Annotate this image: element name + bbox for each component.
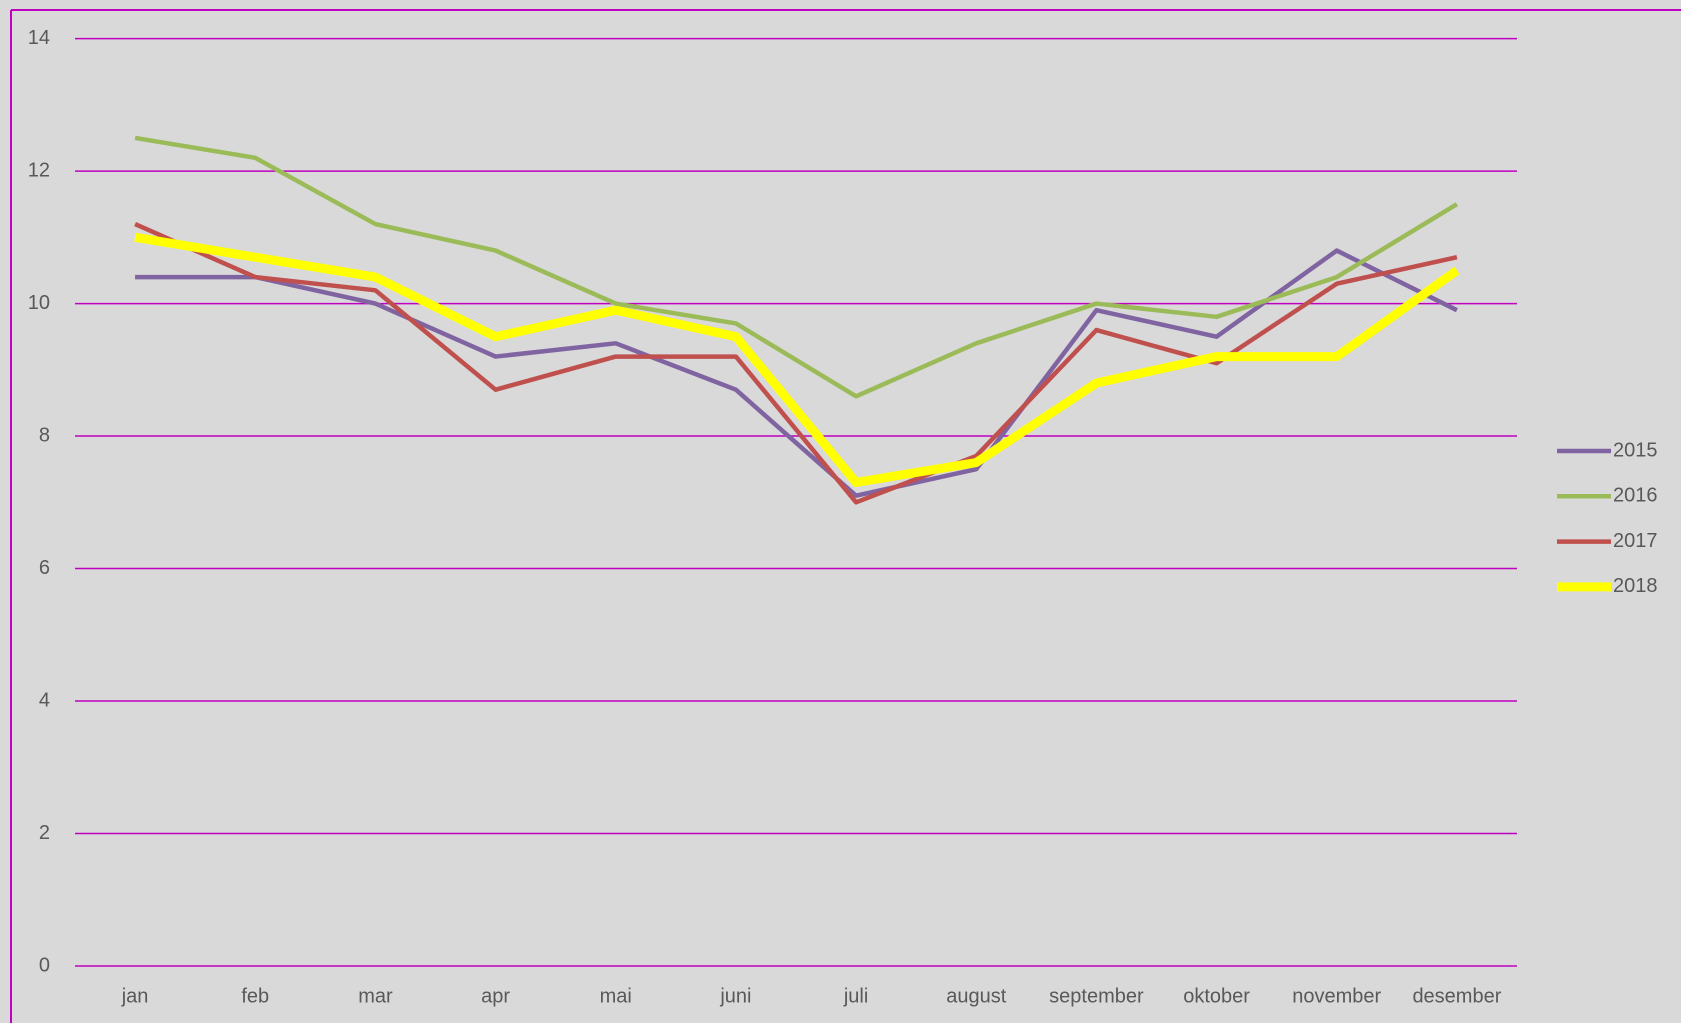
x-tick-label: mai <box>600 985 632 1007</box>
y-tick-label: 4 <box>39 689 50 711</box>
y-tick-label: 0 <box>39 954 50 976</box>
x-tick-label: mar <box>358 985 393 1007</box>
y-tick-label: 2 <box>39 822 50 844</box>
x-tick-label: september <box>1049 985 1144 1007</box>
series-line <box>135 248 1458 498</box>
x-tick-label: november <box>1292 985 1381 1007</box>
x-tick-label: juni <box>719 985 751 1007</box>
x-tick-label: jan <box>121 985 149 1007</box>
legend-label: 2018 <box>1613 575 1658 597</box>
legend-label: 2015 <box>1613 439 1658 461</box>
y-tick-label: 6 <box>39 557 50 579</box>
series-line <box>134 222 1458 505</box>
x-tick-label: august <box>946 985 1006 1007</box>
x-tick-label: juli <box>843 985 868 1007</box>
series-line <box>134 135 1459 399</box>
x-tick-label: desember <box>1412 985 1501 1007</box>
x-tick-label: oktober <box>1183 985 1250 1007</box>
x-tick-label: feb <box>241 985 269 1007</box>
legend-label: 2017 <box>1613 530 1658 552</box>
y-tick-label: 12 <box>28 159 50 181</box>
x-tick-label: apr <box>481 985 510 1007</box>
series-line <box>134 232 1460 487</box>
legend-label: 2016 <box>1613 485 1658 507</box>
y-tick-label: 8 <box>39 424 50 446</box>
y-tick-label: 10 <box>28 292 50 314</box>
y-tick-label: 14 <box>28 27 50 49</box>
